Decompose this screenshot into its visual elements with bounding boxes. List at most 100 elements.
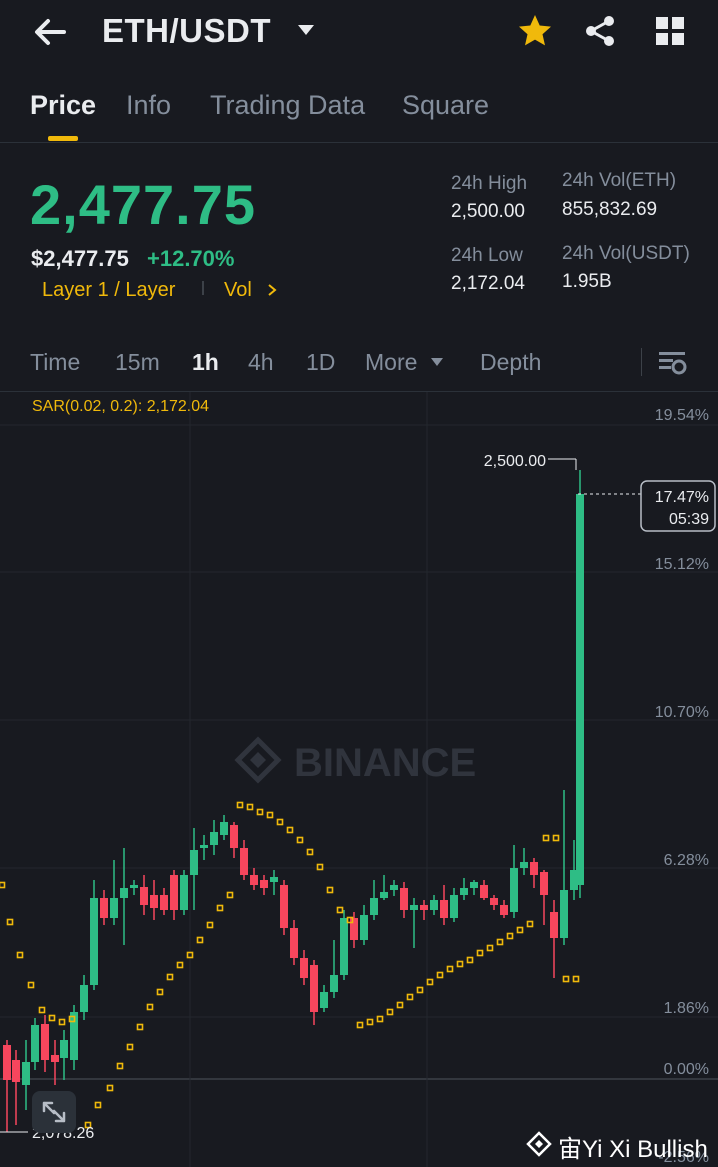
sar-dot [186,951,194,959]
sar-dot [48,1014,56,1022]
low-label: 24h Low [451,245,523,266]
candle-body [110,898,118,918]
back-arrow-icon[interactable] [30,14,70,50]
chart-tab-more[interactable]: More [365,349,444,376]
tab-trading-data[interactable]: Trading Data [210,90,366,120]
high-marker-label: 2,500.00 [484,453,546,470]
y-tick-label: 6.28% [664,852,709,869]
candle-body [280,885,288,928]
sar-dot [326,886,334,894]
candle-body [200,845,208,848]
chart-tabs: Time 15m 1h 4h 1D More Depth [0,340,718,386]
candle-body [90,898,98,985]
category-tag[interactable]: Layer 1 / Layer [42,279,176,301]
candle-body [420,905,428,910]
candle-body [80,985,88,1012]
high-marker: 2,500.00 [484,453,577,470]
active-tab-indicator [48,136,78,141]
sar-dot [16,951,24,959]
sar-dot [0,881,6,889]
candle-body [100,898,108,918]
sar-dot [356,1021,364,1029]
sar-dot [166,973,174,981]
current-pct: 17.47% [655,489,709,506]
chart-tab-depth[interactable]: Depth [480,349,542,375]
main-tabs: Price Info Trading Data Square [0,80,718,143]
candlestick-chart[interactable]: BINANCE 19.54% 15.12% 10.70% 6.28% 1.86%… [0,392,718,1167]
chart-tab-15m[interactable]: 15m [115,349,160,375]
sar-dot [346,916,354,924]
chart-tabs-divider [641,348,642,376]
tab-square[interactable]: Square [402,90,490,120]
sar-dot [136,1023,144,1031]
high-label: 24h High [451,173,528,194]
candle-body [170,875,178,910]
candle-body [460,888,468,895]
y-axis-labels: 19.54% 15.12% 10.70% 6.28% 1.86% 0.00% -… [655,407,709,1166]
chart-tab-1h[interactable]: 1h [192,349,219,375]
author-credit: 宙Yi Xi Bullish [558,1136,708,1163]
chart-tab-time[interactable]: Time [30,349,81,375]
vol-tag[interactable]: Vol [224,279,279,302]
sar-dot [246,803,254,811]
sar-dot [126,1043,134,1051]
chart-settings-icon[interactable] [655,346,689,378]
candle-body [310,965,318,1012]
candle-body [3,1045,11,1080]
candle-body [530,862,538,875]
candle-body [330,975,338,992]
candle-body [260,880,268,888]
candle-body [51,1055,59,1062]
share-icon[interactable] [582,13,618,49]
sar-dot [146,1003,154,1011]
high-value: 2,500.00 [451,201,525,222]
vol-tag-label: Vol [224,279,252,301]
candle-body [510,868,518,912]
chart-tab-1d[interactable]: 1D [306,349,336,375]
candle-body [360,915,368,940]
sar-dot [406,993,414,1001]
candle-body [160,895,168,910]
usd-price: $2,477.75 [31,246,129,271]
sar-dot [316,863,324,871]
chevron-right-icon [268,284,277,296]
sar-dot [106,1084,114,1092]
candle-body [550,912,558,938]
sar-dot [542,834,550,842]
sar-dot [456,960,464,968]
candle-body [410,905,418,910]
candle-body [41,1024,49,1060]
sar-dots [0,801,580,1129]
candle-body [560,890,568,938]
chart-tab-4h[interactable]: 4h [248,349,274,375]
candle-body [130,885,138,888]
sar-dot [366,1018,374,1026]
y-tick-label: 1.86% [664,1000,709,1017]
pair-title[interactable]: ETH/USDT [102,12,271,49]
star-icon[interactable] [516,12,554,50]
candle-body [370,898,378,915]
sar-dot [396,1001,404,1009]
caret-down-icon[interactable] [296,23,316,37]
binance-square-logo-icon [526,1131,552,1157]
grid-icon[interactable] [654,15,686,47]
sar-dot [116,1062,124,1070]
price-change: +12.70% [147,246,235,271]
fullscreen-button[interactable] [32,1091,76,1133]
tab-info[interactable]: Info [126,90,172,120]
tab-price[interactable]: Price [30,90,97,120]
sar-dot [416,986,424,994]
sar-dot [94,1101,102,1109]
candle-body [576,494,584,885]
sar-dot [216,904,224,912]
sar-dot [572,975,580,983]
y-tick-label: 15.12% [655,556,709,573]
candle-body [120,888,128,898]
candles [3,470,584,1132]
sar-dot [176,961,184,969]
candle-body [12,1060,20,1082]
candle-body [140,887,148,905]
sar-dot [336,906,344,914]
sar-dot [476,949,484,957]
sar-dot [446,965,454,973]
